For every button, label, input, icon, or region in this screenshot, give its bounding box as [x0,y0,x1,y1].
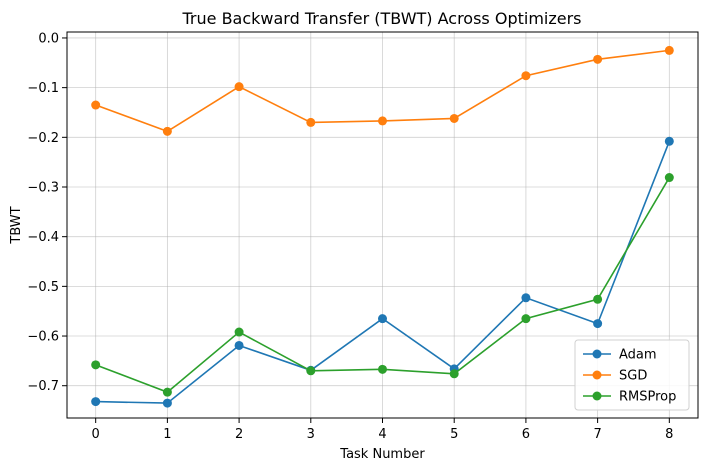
series-sgd-point [306,117,316,127]
series-sgd [91,45,674,136]
grid-lines [67,32,698,418]
series-adam-point [234,340,244,350]
series-sgd-point [593,54,603,64]
x-tick-label: 0 [92,427,100,442]
series-rmsprop-point [664,173,674,183]
legend-marker-rmsprop [592,391,602,401]
x-tick-label: 5 [450,427,458,442]
y-tick-label: −0.6 [27,330,59,345]
y-tick-label: −0.3 [27,180,59,195]
series-adam-point [593,319,603,329]
legend-item-adam: Adam [583,348,657,363]
legend-item-rmsprop: RMSProp [583,390,676,405]
y-tick-label: −0.1 [27,81,59,96]
series-rmsprop-point [378,364,387,374]
series-sgd-point [91,100,101,110]
series-rmsprop-point [593,294,603,304]
series-sgd-point [378,116,387,126]
legend-label-rmsprop: RMSProp [619,390,676,405]
y-tick-label: −0.2 [27,131,59,146]
series-adam-point [664,136,674,146]
series-sgd-point [234,82,244,92]
x-tick-label: 2 [235,427,243,442]
legend-item-sgd: SGD [583,369,647,384]
series-rmsprop-point [234,327,244,337]
series-sgd-point [521,71,531,81]
series-rmsprop-point [449,369,459,379]
x-tick-label: 3 [307,427,315,442]
series-rmsprop-point [162,387,172,397]
series-sgd-point [664,45,674,55]
chart-title: True Backward Transfer (TBWT) Across Opt… [182,9,582,28]
legend-box [574,339,690,411]
legend: Adam SGD RMSProp [574,339,690,411]
x-tick-label: 4 [378,427,386,442]
series-rmsprop-point [306,366,316,376]
y-axis-ticks: 0.0 −0.1 −0.2 −0.3 −0.4 −0.5 −0.6 −0.7 [27,31,67,394]
x-tick-label: 7 [593,427,601,442]
series-adam-point [162,398,172,408]
legend-label-adam: Adam [619,348,657,363]
x-axis-title: Task Number [339,447,425,462]
y-tick-label: −0.7 [27,379,59,394]
series-adam-point [521,293,531,303]
series-rmsprop-point [91,360,101,370]
series-layer [91,45,674,408]
x-tick-label: 1 [163,427,171,442]
series-sgd-point [162,126,172,136]
y-tick-label: −0.5 [27,280,59,295]
x-tick-label: 6 [522,427,530,442]
y-tick-label: 0.0 [38,31,59,46]
legend-marker-adam [592,349,602,359]
series-adam-point [91,397,101,407]
legend-label-sgd: SGD [619,369,647,384]
series-rmsprop-point [521,314,531,324]
y-axis-title: TBWT [9,206,24,244]
x-tick-label: 8 [665,427,673,442]
x-axis-ticks: 0 1 2 3 4 5 6 7 8 [92,418,673,442]
series-adam-point [378,314,387,324]
series-sgd-point [449,113,459,123]
y-tick-label: −0.4 [27,230,59,245]
series-rmsprop [91,173,674,397]
legend-marker-sgd [592,370,602,380]
